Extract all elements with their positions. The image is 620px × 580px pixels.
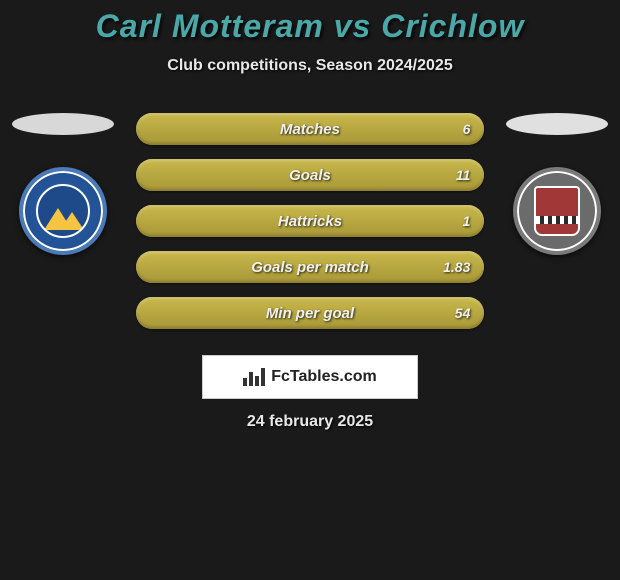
stat-label: Matches xyxy=(280,121,340,138)
stat-value-right: 6 xyxy=(463,121,471,137)
date-line: 24 february 2025 xyxy=(0,413,620,431)
stat-bar-matches: Matches 6 xyxy=(136,113,485,145)
stat-value-right: 54 xyxy=(455,305,471,321)
left-player-column xyxy=(8,113,118,255)
right-player-column xyxy=(502,113,612,255)
bar-chart-icon xyxy=(243,368,265,386)
shield-icon xyxy=(534,186,580,236)
mountain-icon xyxy=(60,212,84,230)
left-player-avatar-placeholder xyxy=(12,113,114,135)
right-club-crest xyxy=(513,167,601,255)
stat-label: Goals xyxy=(289,167,331,184)
page-title: Carl Motteram vs Crichlow xyxy=(0,8,620,45)
stat-value-right: 1.83 xyxy=(443,259,470,275)
stat-bars: Matches 6 Goals 11 Hattricks 1 Goals per… xyxy=(136,113,485,329)
stat-label: Min per goal xyxy=(266,305,354,322)
stat-value-right: 11 xyxy=(456,167,471,183)
brand-text: FcTables.com xyxy=(271,368,377,386)
left-club-crest xyxy=(19,167,107,255)
stat-bar-goals: Goals 11 xyxy=(136,159,485,191)
comparison-infographic: Carl Motteram vs Crichlow Club competiti… xyxy=(0,0,620,431)
brand-logo: FcTables.com xyxy=(202,355,418,399)
stat-bar-min-per-goal: Min per goal 54 xyxy=(136,297,485,329)
stat-label: Hattricks xyxy=(278,213,342,230)
right-player-avatar-placeholder xyxy=(506,113,608,135)
crest-inner xyxy=(36,184,90,238)
subtitle: Club competitions, Season 2024/2025 xyxy=(0,57,620,75)
main-row: Matches 6 Goals 11 Hattricks 1 Goals per… xyxy=(0,113,620,329)
stat-label: Goals per match xyxy=(251,259,369,276)
shield-stripe xyxy=(536,216,578,224)
stat-bar-goals-per-match: Goals per match 1.83 xyxy=(136,251,485,283)
stat-value-right: 1 xyxy=(463,213,471,229)
stat-bar-hattricks: Hattricks 1 xyxy=(136,205,485,237)
